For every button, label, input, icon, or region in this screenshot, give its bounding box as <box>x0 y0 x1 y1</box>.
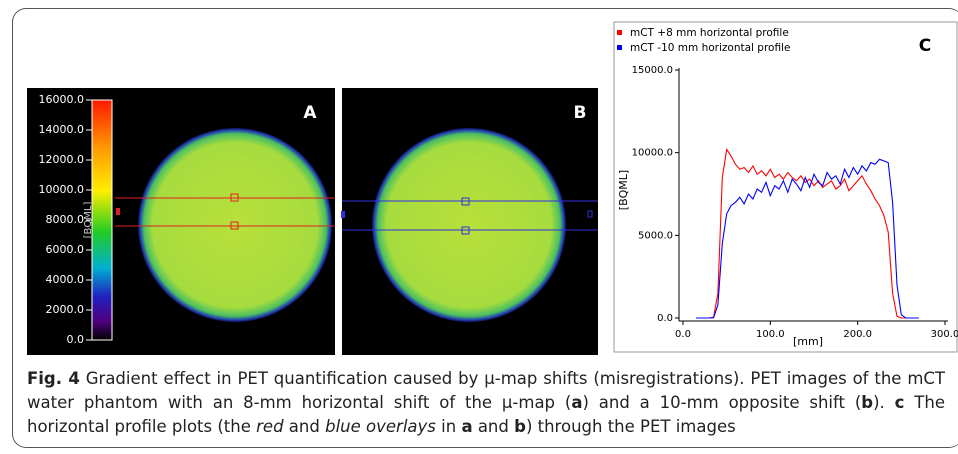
caption-text: b <box>861 393 874 412</box>
caption: Fig. 4 Gradient effect in PET quantifica… <box>27 367 945 439</box>
panel-label: A <box>303 103 317 123</box>
colorbar-tick-label: 4000.0 <box>46 273 85 286</box>
caption-text: b <box>514 417 526 436</box>
y-tick-label: 5000.0 <box>638 230 673 241</box>
y-tick-label: 0.0 <box>657 313 673 324</box>
colorbar-tick-label: 2000.0 <box>46 303 85 316</box>
x-tick-label: 300.0 <box>931 329 958 340</box>
colorbar-tick-label: 0.0 <box>67 333 85 346</box>
colorbar-tick-label: 6000.0 <box>46 243 85 256</box>
caption-text: a <box>461 417 473 436</box>
profile-line <box>696 158 919 319</box>
legend-swatch <box>617 30 622 35</box>
panel-label: B <box>574 103 587 123</box>
caption-text: red <box>256 417 284 436</box>
profile-line <box>696 147 919 319</box>
legend-swatch <box>617 45 622 50</box>
caption-text: overlays <box>360 417 436 436</box>
caption-text: c <box>894 393 905 412</box>
colorbar-tick-label: 10000.0 <box>39 183 85 196</box>
caption-text: ) and a 10-mm opposite shift ( <box>582 393 862 412</box>
y-tick-label: 15000.0 <box>632 65 673 76</box>
caption-text: and <box>283 417 326 436</box>
y-axis-label: [BQML] <box>617 170 630 210</box>
colorbar-tick-label: 16000.0 <box>39 93 85 106</box>
panel-label: C <box>919 36 931 56</box>
y-tick-label: 10000.0 <box>632 148 673 159</box>
phantom-a <box>138 128 332 322</box>
colorbar-tick-label: 14000.0 <box>39 123 85 136</box>
red-overlay <box>115 193 335 230</box>
caption-text: in <box>435 417 462 436</box>
caption-text: ). <box>873 393 895 412</box>
red-marker <box>116 208 120 215</box>
caption-text: Gradient effect in PET quantification ca… <box>27 369 945 412</box>
legend-label: mCT +8 mm horizontal profile <box>630 27 789 39</box>
caption-text: a <box>571 393 583 412</box>
blue-marker <box>341 211 345 218</box>
caption-text: and <box>472 417 515 436</box>
colorbar <box>91 99 113 341</box>
colorbar-tick-label: 8000.0 <box>46 213 85 226</box>
caption-text: blue <box>325 417 361 436</box>
x-axis-label: [mm] <box>793 335 823 348</box>
x-tick-label: 200.0 <box>843 329 872 340</box>
legend-label: mCT -10 mm horizontal profile <box>630 42 790 54</box>
colorbar-tick-label: 12000.0 <box>39 153 85 166</box>
x-tick-label: 0.0 <box>675 329 691 340</box>
frame <box>12 8 958 448</box>
caption-text: Fig. 4 <box>27 369 80 388</box>
phantom-b <box>372 128 566 322</box>
x-tick-label: 100.0 <box>756 329 785 340</box>
caption-text: The horizontal profile plots (the <box>27 393 945 436</box>
blue-overlay <box>342 197 598 235</box>
caption-text: ) through the PET images <box>525 417 736 436</box>
